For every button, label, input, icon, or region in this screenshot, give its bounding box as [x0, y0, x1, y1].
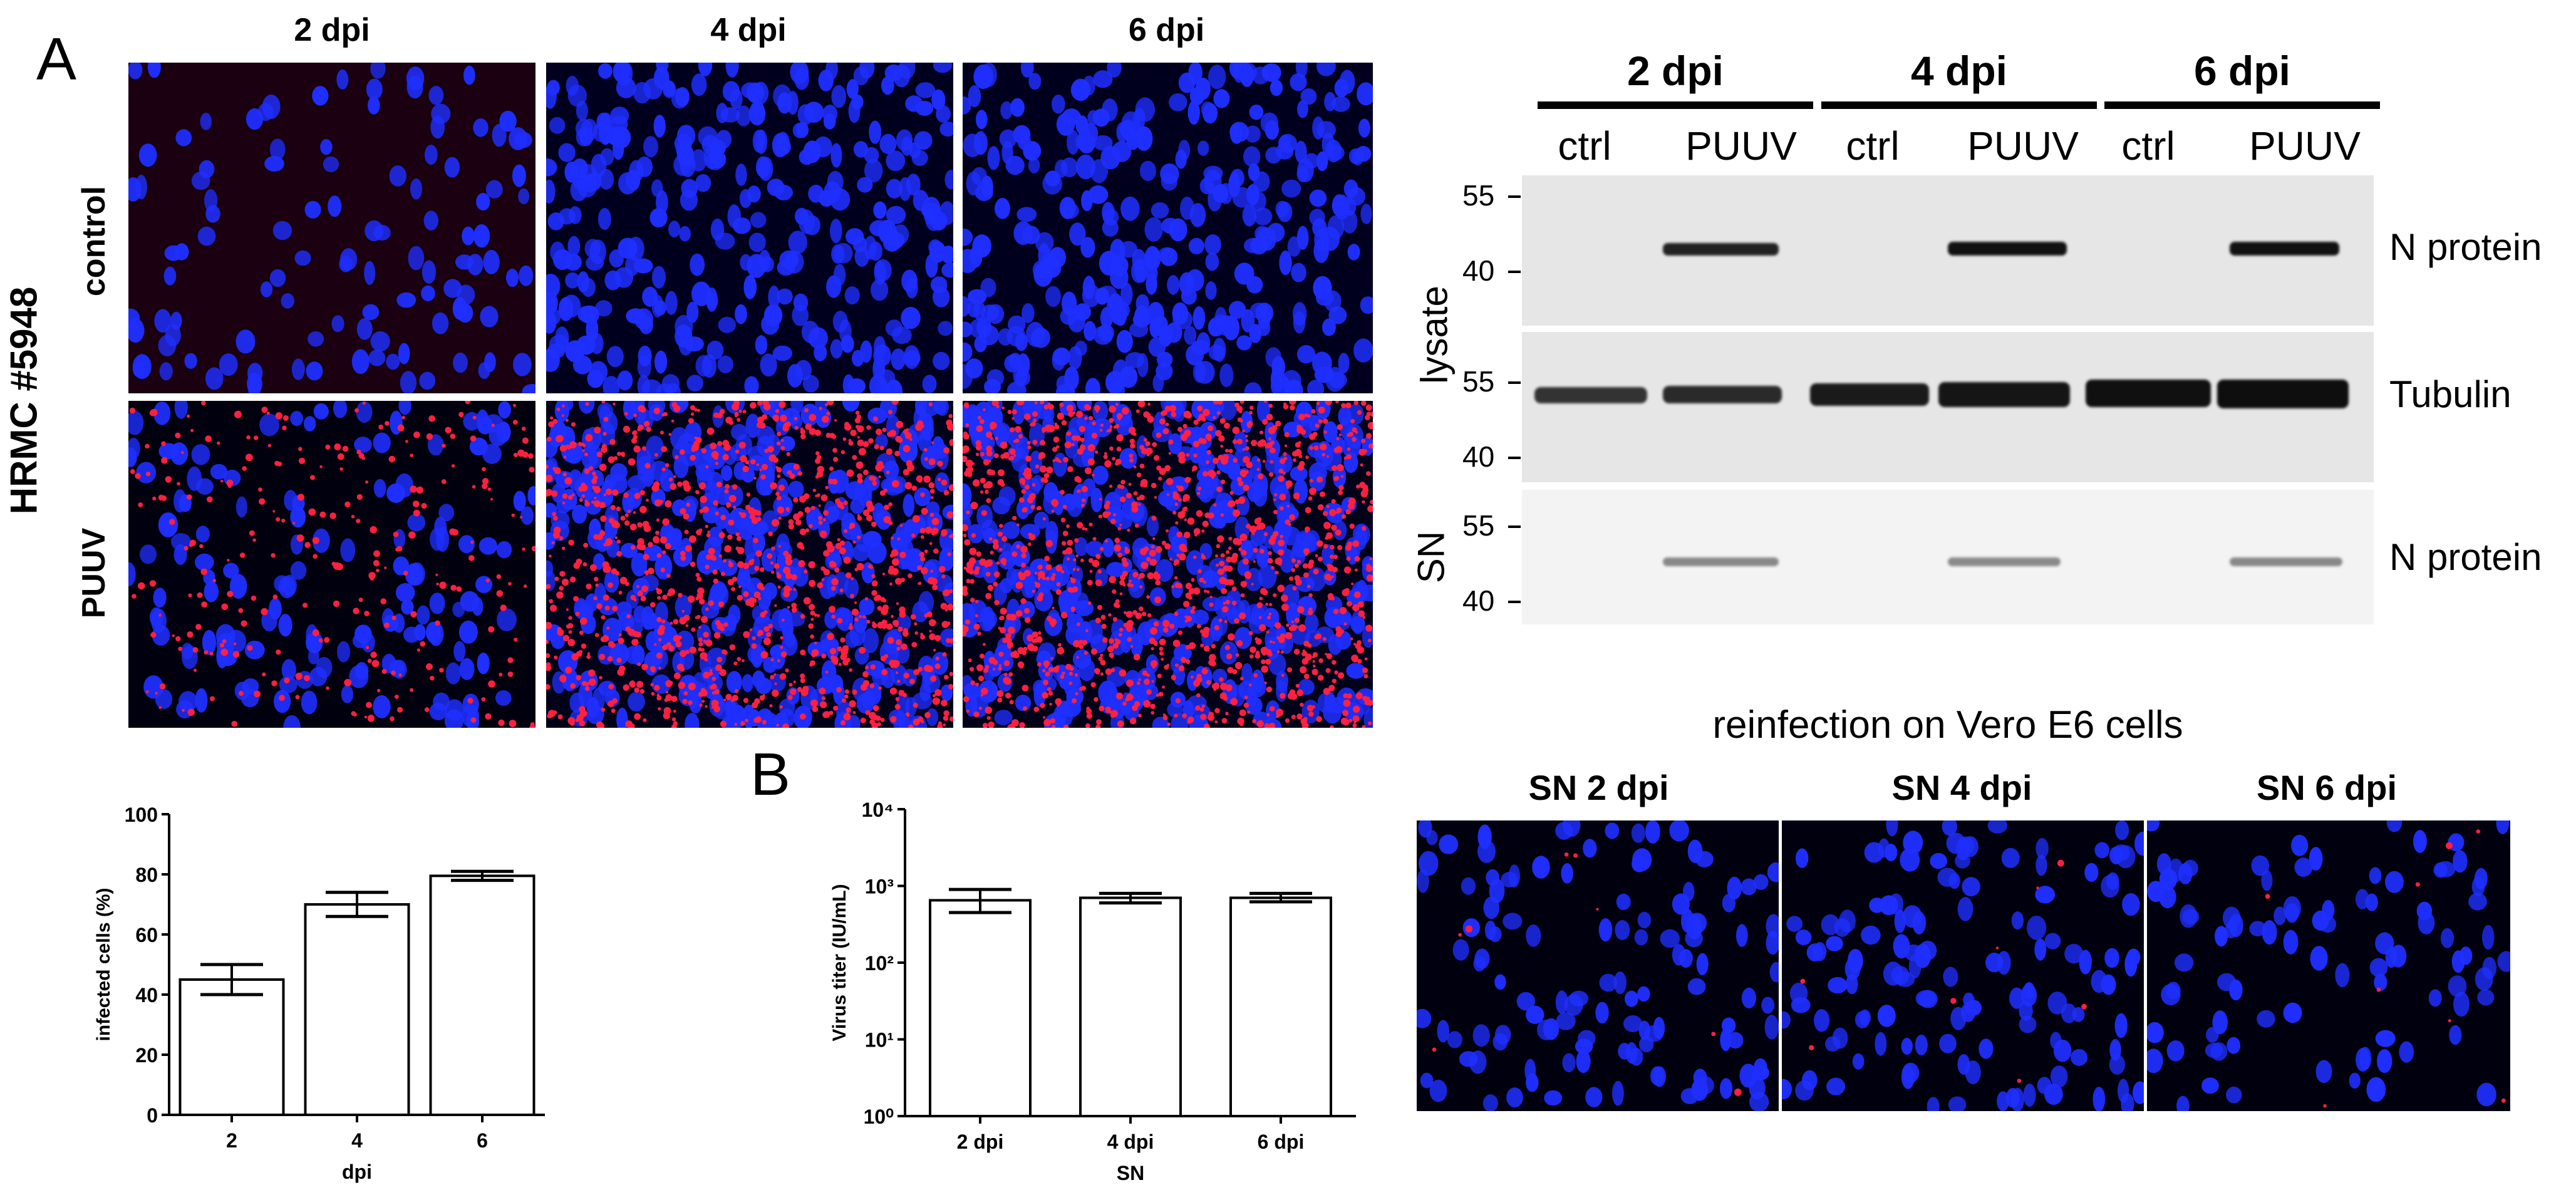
chart-a-ytick-label: 40 [135, 984, 158, 1006]
chart-a-bar [429, 874, 535, 1116]
if-col-title-2dpi: 2 dpi [294, 12, 370, 48]
band [2086, 380, 2211, 407]
wb-group-6dpi: 6 dpi [2193, 48, 2290, 94]
chart-b-bar [1079, 896, 1182, 1117]
wb-lane-2: PUUV [1685, 123, 1797, 168]
chart-a-xtick-label: 2 [226, 1129, 237, 1152]
reinf-col-title-4: SN 4 dpi [1891, 768, 2032, 807]
reinfection-title: reinfection on Vero E6 cells [1712, 703, 2183, 747]
if-image-puuv-6dpi [963, 401, 1373, 728]
band [1663, 557, 1779, 566]
chart-a-ytick-label: 80 [135, 864, 158, 886]
mw-tick [1508, 601, 1521, 603]
wb-right-label-1: N protein [2389, 226, 2542, 268]
if-row-title-puuv: PUUV [76, 527, 112, 619]
chart-infected-cells: 0 20 40 60 80 100 2 4 6 dpi infected cells (%) [93, 804, 545, 1183]
blot-n-protein-lysate [1522, 175, 2374, 326]
chart-b-ytick-label: 10² [865, 952, 894, 975]
band [1938, 382, 2070, 407]
band [1948, 557, 2061, 566]
wb-lane-3: ctrl [1846, 123, 1900, 168]
mw-55-blot1: 55 [1462, 179, 1495, 212]
if-image-puuv-4dpi [546, 401, 953, 728]
if-image-control-4dpi [546, 63, 953, 393]
wb-lane-5: ctrl [2121, 123, 2175, 168]
if-image-control-6dpi [963, 63, 1373, 393]
band [1810, 383, 1929, 406]
mw-40-blot2: 40 [1462, 440, 1495, 473]
reinf-col-title-6: SN 6 dpi [2256, 768, 2398, 807]
chart-a-ylabel: infected cells (%) [93, 887, 114, 1041]
band [1534, 387, 1647, 403]
chart-b-ytick-label: 10⁴ [862, 799, 894, 821]
band [2230, 242, 2339, 256]
wb-right-label-2: Tubulin [2389, 373, 2511, 415]
chart-virus-titer: 10⁰ 10¹ 10² 10³ 10⁴ 2 dpi 4 dpi 6 dpi SN Virus ti… [829, 799, 1356, 1184]
chart-a-ytick-label: 0 [147, 1104, 158, 1127]
mw-tick [1508, 195, 1521, 198]
chart-a-ytick-label: 60 [135, 924, 158, 946]
wb-group-2dpi: 2 dpi [1627, 48, 1724, 94]
chart-b-ytick-label: 10³ [865, 876, 894, 898]
band [1663, 243, 1779, 256]
mw-tick [1508, 525, 1521, 528]
wb-lane-1: ctrl [1558, 123, 1611, 168]
wb-sn-label: SN [1410, 530, 1452, 584]
chart-b-xtick-label: 6 dpi [1258, 1131, 1305, 1153]
wb-lane-6: PUUV [2249, 123, 2361, 168]
chart-b-xtick-label: 2 dpi [957, 1131, 1004, 1153]
panel-a-label: A [36, 26, 77, 93]
panel-b-label: B [750, 741, 791, 808]
mw-55-blot3: 55 [1462, 509, 1495, 542]
chart-a-xlabel: dpi [342, 1161, 372, 1183]
mw-40-blot3: 40 [1462, 584, 1495, 617]
chart-a-ytick-label: 100 [125, 804, 158, 826]
if-row-group-label: HRMC #5948 [3, 286, 45, 515]
chart-b-bar [929, 899, 1032, 1117]
band [2230, 557, 2342, 566]
reinf-image-sn4dpi [1782, 820, 2144, 1111]
reinf-image-sn2dpi [1417, 820, 1779, 1111]
mw-tick [1508, 457, 1521, 459]
chart-b-xlabel: SN [1117, 1162, 1144, 1184]
band [1663, 386, 1782, 403]
mw-tick [1508, 271, 1521, 273]
wb-lane-4: PUUV [1967, 123, 2079, 168]
blot-tubulin [1522, 332, 2374, 482]
mw-40-blot1: 40 [1462, 254, 1495, 287]
chart-a-bar [304, 903, 410, 1116]
if-image-control-2dpi [128, 63, 535, 393]
mw-tick [1508, 381, 1521, 384]
chart-a-xtick-label: 6 [477, 1129, 488, 1152]
wb-group-line-2dpi [1538, 101, 1813, 109]
chart-b-ylabel: Virus titer (IU/mL) [829, 884, 850, 1041]
wb-right-label-3: N protein [2389, 536, 2542, 578]
chart-a-xtick-label: 4 [351, 1129, 363, 1152]
reinf-image-sn6dpi [2147, 820, 2510, 1111]
wb-group-line-6dpi [2104, 101, 2380, 109]
wb-group-4dpi: 4 dpi [1910, 48, 2007, 94]
wb-group-line-4dpi [1821, 101, 2097, 109]
chart-a-ytick-label: 20 [135, 1044, 158, 1067]
chart-a-bar [178, 978, 285, 1116]
band [1948, 242, 2067, 256]
chart-b-ytick-label: 10⁰ [864, 1105, 894, 1128]
chart-b-xtick-label: 4 dpi [1107, 1131, 1154, 1153]
reinf-col-title-2: SN 2 dpi [1528, 768, 1669, 807]
if-col-title-4dpi: 4 dpi [710, 12, 787, 48]
chart-b-ytick-label: 10¹ [865, 1029, 894, 1052]
if-row-title-control: control [76, 185, 112, 297]
wb-lysate-label: lysate [1413, 286, 1456, 384]
chart-b-bar [1229, 896, 1332, 1117]
mw-55-blot2: 55 [1462, 365, 1495, 398]
if-image-puuv-2dpi [128, 401, 535, 728]
if-col-title-6dpi: 6 dpi [1128, 12, 1205, 48]
blot-n-protein-sn [1522, 490, 2374, 624]
band [2217, 380, 2349, 408]
